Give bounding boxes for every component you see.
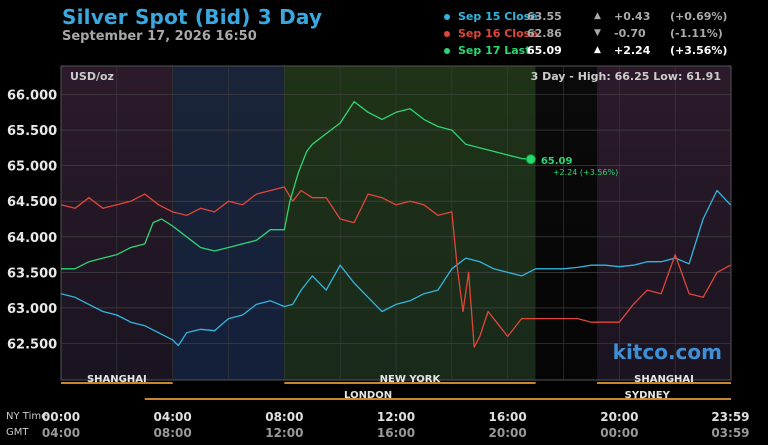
session-label: SHANGHAI xyxy=(634,374,694,385)
legend-label: Sep 16 Close xyxy=(458,27,538,40)
gmt-axis-label: GMT xyxy=(6,427,29,438)
last-price-label: 65.09 xyxy=(541,156,573,167)
x-tick-gmt: 00:00 xyxy=(600,426,639,440)
x-tick-ny: 00:00 xyxy=(41,410,81,424)
x-tick-ny: 08:00 xyxy=(265,410,304,424)
session-label: SYDNEY xyxy=(625,390,671,401)
y-tick-label: 65.500 xyxy=(7,124,57,139)
y-tick-label: 62.500 xyxy=(7,338,57,353)
legend-value: 63.55 xyxy=(527,10,562,23)
legend-change: +0.43 xyxy=(614,10,651,23)
y-tick-label: 64.000 xyxy=(7,231,57,246)
session-label: SHANGHAI xyxy=(87,374,147,385)
x-tick-gmt: 20:00 xyxy=(488,426,527,440)
session-label: LONDON xyxy=(344,390,392,401)
legend-row-sep17: Sep 17 Last 65.09 ▲ +2.24 (+3.56%) xyxy=(444,44,744,61)
legend: Sep 15 Close 63.55 ▲ +0.43 (+0.69%) Sep … xyxy=(444,10,744,61)
x-tick-gmt: 12:00 xyxy=(265,426,304,440)
legend-change: -0.70 xyxy=(614,27,646,40)
session-band xyxy=(61,66,173,380)
chart-datetime: September 17, 2026 16:50 xyxy=(62,29,257,44)
y-tick-label: 65.000 xyxy=(7,160,57,175)
legend-pct: (+0.69%) xyxy=(670,10,728,23)
legend-row-sep16: Sep 16 Close 62.86 ▼ -0.70 (-1.11%) xyxy=(444,27,744,44)
legend-pct: (+3.56%) xyxy=(670,44,728,57)
x-tick-gmt: 03:59 xyxy=(711,426,750,440)
session-band xyxy=(172,66,285,380)
range-label: 3 Day - High: 66.25 Low: 61.91 xyxy=(531,70,721,83)
session-band xyxy=(284,66,536,380)
up-arrow-icon: ▲ xyxy=(594,45,601,55)
y-tick-label: 63.500 xyxy=(7,266,57,281)
session-band xyxy=(597,66,731,380)
y-tick-label: 66.000 xyxy=(7,89,57,104)
x-tick-ny: 23:59 xyxy=(711,410,750,424)
unit-label: USD/oz xyxy=(70,70,114,83)
legend-dot xyxy=(444,31,450,37)
x-tick-ny: 04:00 xyxy=(153,410,192,424)
legend-dot xyxy=(444,48,450,54)
plot-frame xyxy=(60,65,732,381)
x-tick-ny: 20:00 xyxy=(600,410,639,424)
session-band xyxy=(535,66,597,380)
legend-pct: (-1.11%) xyxy=(670,27,723,40)
nytime-axis-label: NY Time xyxy=(6,411,48,422)
x-tick-gmt: 16:00 xyxy=(376,426,416,440)
x-tick-gmt: 04:00 xyxy=(41,426,81,440)
down-arrow-icon: ▼ xyxy=(594,28,601,38)
x-tick-ny: 12:00 xyxy=(376,410,416,424)
chart-title: Silver Spot (Bid) 3 Day xyxy=(62,5,323,29)
session-label: NEW YORK xyxy=(380,374,442,385)
legend-value: 65.09 xyxy=(527,44,562,57)
up-arrow-icon: ▲ xyxy=(594,11,601,21)
series-line xyxy=(61,100,531,270)
legend-row-sep15: Sep 15 Close 63.55 ▲ +0.43 (+0.69%) xyxy=(444,10,744,27)
last-change-label: +2.24 (+3.56%) xyxy=(553,168,618,177)
last-price-marker xyxy=(525,154,536,165)
y-tick-label: 63.000 xyxy=(7,302,57,317)
x-tick-ny: 16:00 xyxy=(488,410,527,424)
legend-change: +2.24 xyxy=(614,44,651,57)
legend-label: Sep 15 Close xyxy=(458,10,538,23)
x-tick-gmt: 08:00 xyxy=(153,426,192,440)
series-line xyxy=(60,189,731,347)
series-line xyxy=(60,186,731,348)
legend-value: 62.86 xyxy=(527,27,562,40)
legend-label: Sep 17 Last xyxy=(458,44,531,57)
watermark-logo: kitco.com xyxy=(613,340,722,364)
legend-dot xyxy=(444,14,450,20)
y-tick-label: 64.500 xyxy=(7,195,57,210)
